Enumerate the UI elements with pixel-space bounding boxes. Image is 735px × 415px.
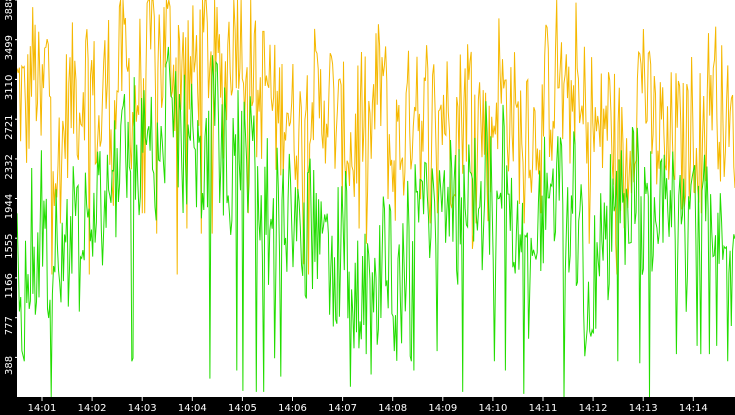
x-tick-label: 14:06	[278, 403, 307, 414]
series-line-2	[16, 46, 735, 398]
x-tick-label: 14:05	[228, 403, 257, 414]
x-tick-label: 14:08	[378, 403, 407, 414]
series-line-1	[16, 0, 735, 275]
x-tick-label: 14:12	[579, 403, 608, 414]
x-tick-labels: 14:01 14:02 14:03 14:04 14:05 14:06 14:07 14:08…	[28, 397, 708, 414]
x-tick-label: 14:01	[28, 403, 57, 414]
y-tick-label: 388	[4, 356, 15, 375]
y-axis-bar	[0, 0, 17, 398]
y-tick-label: 2721	[4, 114, 15, 139]
x-tick-label: 14:14	[679, 403, 708, 414]
x-tick-label: 14:13	[629, 403, 658, 414]
x-tick-label: 14:10	[478, 403, 507, 414]
y-tick-label: 3499	[4, 35, 15, 60]
y-tick-labels: 388 777 1166 1555 1944 2332 2721 3110 3499 3888	[4, 0, 17, 375]
y-tick-label: 2332	[4, 154, 15, 179]
x-tick-label: 14:11	[529, 403, 558, 414]
x-tick-label: 14:09	[428, 403, 457, 414]
y-tick-label: 1944	[4, 194, 15, 219]
y-tick-label: 777	[4, 316, 15, 335]
y-tick-label: 1166	[4, 273, 15, 298]
y-tick-label: 1555	[4, 233, 15, 258]
y-tick-label: 3888	[4, 0, 15, 21]
x-tick-label: 14:03	[128, 403, 157, 414]
series-layer	[16, 0, 735, 398]
x-tick-label: 14:04	[178, 403, 207, 414]
x-tick-label: 14:07	[328, 403, 357, 414]
x-tick-label: 14:02	[78, 403, 107, 414]
y-tick-label: 3110	[4, 75, 15, 100]
x-axis-bar	[0, 397, 735, 415]
